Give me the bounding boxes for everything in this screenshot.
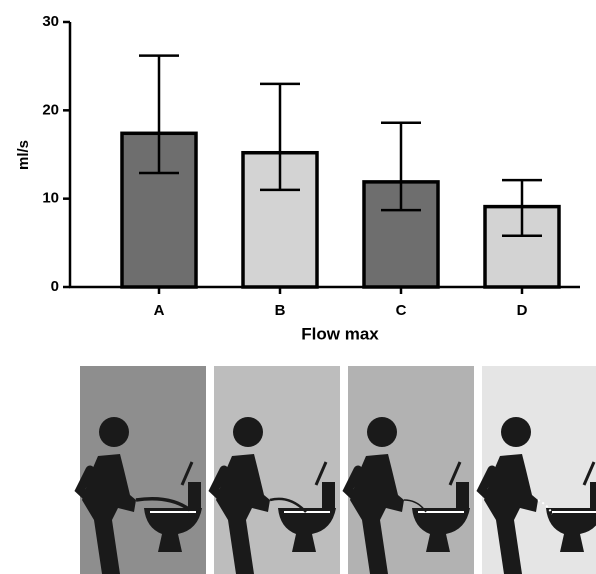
y-tick-label: 30 <box>42 13 59 30</box>
x-tick-label: D <box>517 302 528 319</box>
y-tick-label: 20 <box>42 101 59 118</box>
x-tick-label: A <box>154 302 165 319</box>
y-axis-label: ml/s <box>15 140 32 170</box>
x-axis-label: Flow max <box>301 324 379 343</box>
y-tick-label: 10 <box>42 190 59 207</box>
x-tick-label: B <box>275 302 286 319</box>
x-tick-label: C <box>396 302 407 319</box>
illustration <box>80 366 596 574</box>
y-tick-label: 0 <box>51 278 59 295</box>
